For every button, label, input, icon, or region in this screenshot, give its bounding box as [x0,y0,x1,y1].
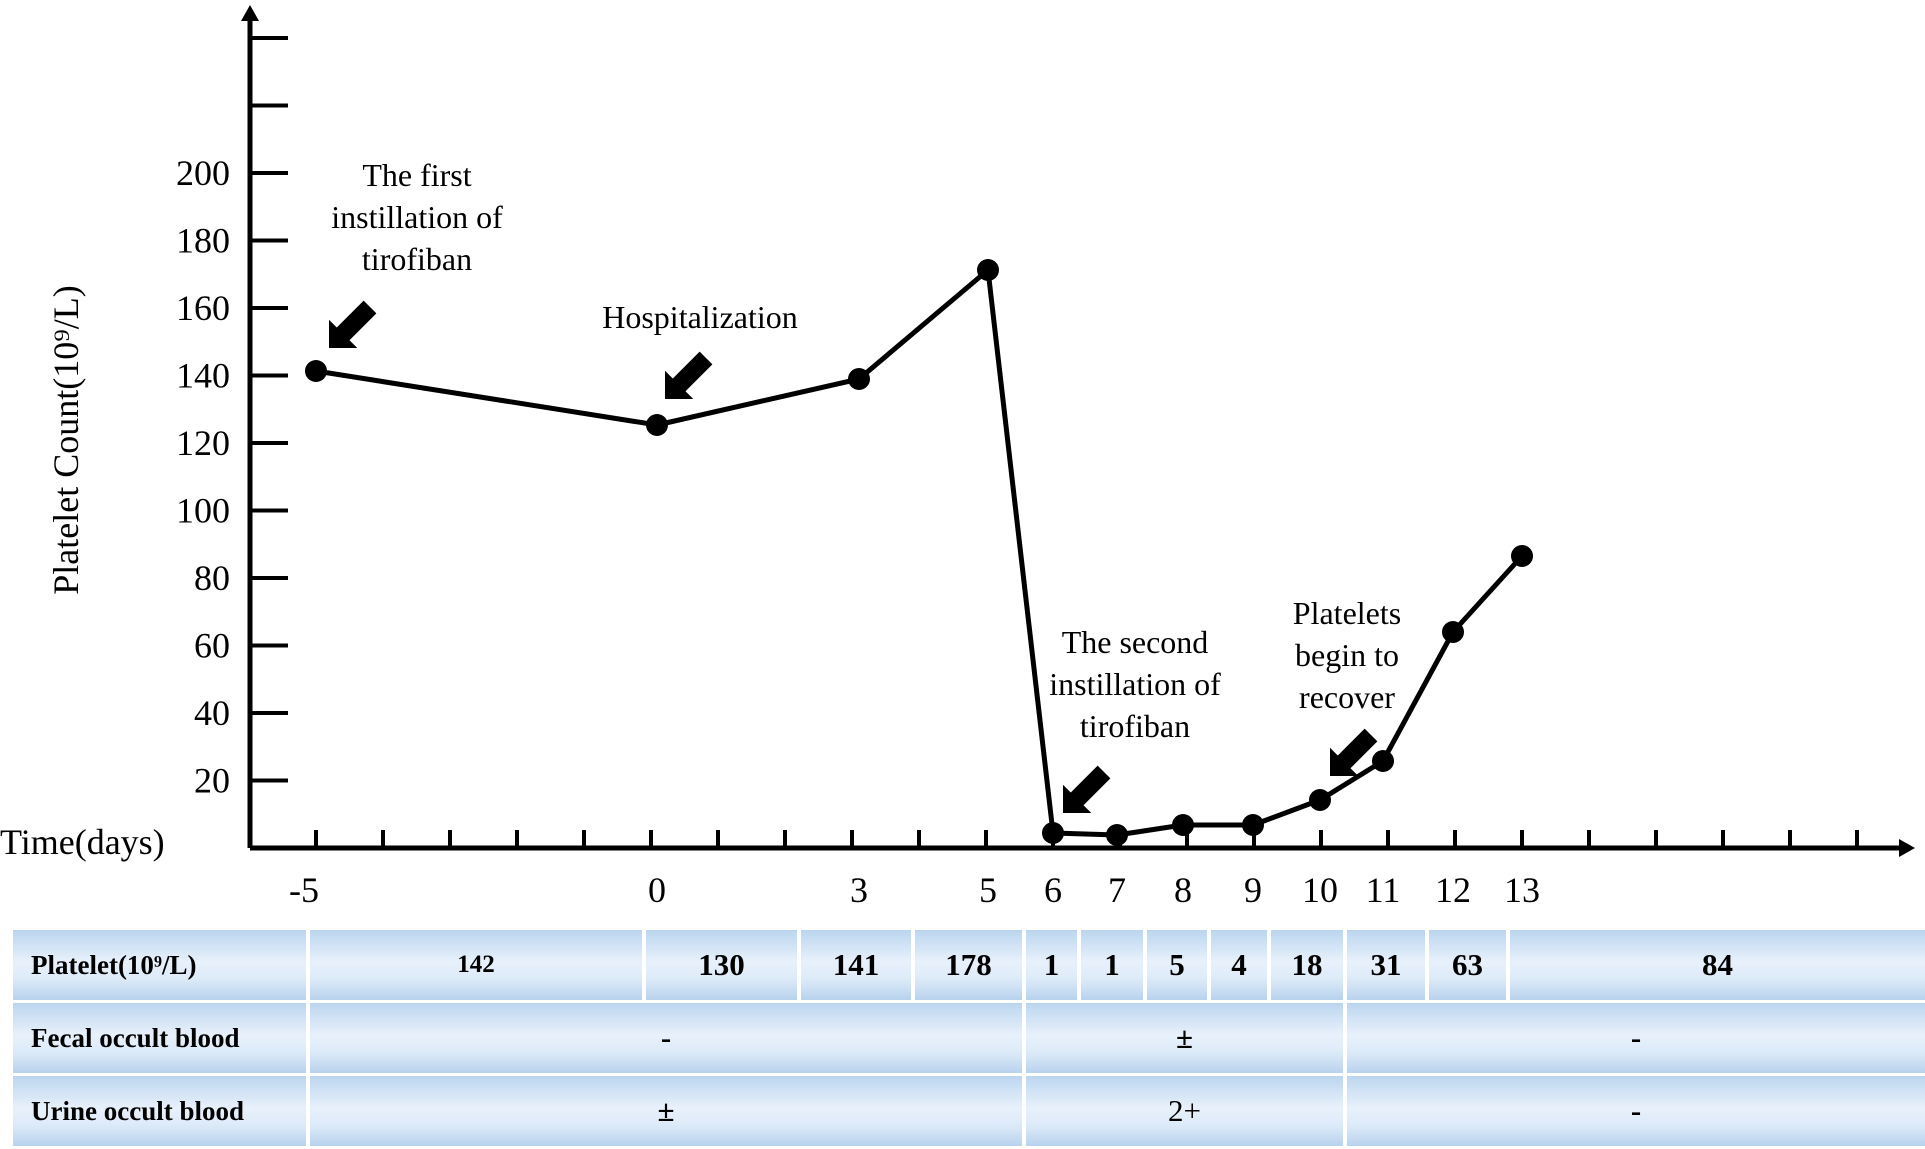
data-point [305,360,327,382]
table-cell: 142 [306,927,646,1003]
table-row: Fecal occult blood - ± - [9,1000,1925,1076]
y-tick-label: 40 [194,693,230,733]
y-tick-label: 200 [176,153,230,193]
annotation-text: The first instillation of tirofiban [331,157,503,277]
data-point [1442,621,1464,643]
x-tick-label: 7 [1108,870,1126,910]
x-tick-label: 9 [1244,870,1262,910]
table-row: Platelet(10⁹/L) 142 130 141 178 1 1 5 4 … [9,927,1925,1003]
data-point [1172,814,1194,836]
x-axis-arrow [1899,839,1915,857]
data-point [848,368,870,390]
arrow-shape [665,351,713,399]
table-cell: 4 [1207,927,1271,1003]
y-tick-label: 180 [176,221,230,261]
annotation-line: Hospitalization [602,299,798,335]
data-point [646,414,668,436]
annotation-line: begin to [1295,637,1399,673]
table-cell: 1 [1022,927,1081,1003]
annotation-line: instillation of [1049,666,1221,702]
y-tick-label: 80 [194,558,230,598]
x-tick-label: 0 [648,870,666,910]
table-cell: 31 [1343,927,1429,1003]
table-cell: ± [306,1073,1026,1149]
annotation-text: The second instillation of tirofiban [1049,624,1221,744]
table-row: Urine occult blood ± 2+ - [9,1073,1925,1149]
x-tick-label: -5 [289,870,319,910]
annotation-text: Hospitalization [602,299,798,335]
table-cell: 1 [1077,927,1147,1003]
annotation-arrow [1063,765,1111,813]
arrow-shape [329,300,377,348]
platelet-chart: 20 40 60 80 100 120 140 160 180 200 -5 0 3 5 6 7 8 9 10 11… [0,5,1915,910]
x-tick-label: 6 [1044,870,1062,910]
data-point [1372,750,1394,772]
table-cell: - [1343,1073,1925,1149]
x-tick-label: 13 [1504,870,1540,910]
table-cell: 178 [911,927,1026,1003]
annotation-arrow [665,351,713,399]
x-tick-label: 3 [850,870,868,910]
annotation-line: instillation of [331,199,503,235]
annotation-arrow [1330,728,1378,776]
y-axis-ticks: 20 40 60 80 100 120 140 160 180 200 [176,36,288,801]
table-cell: 18 [1267,927,1347,1003]
arrow-shape [1063,765,1111,813]
table-cell: - [306,1000,1026,1076]
table-cell: ± [1022,1000,1347,1076]
y-axis-label: Platelet Count(10⁹/L) [46,285,86,595]
annotation-line: tirofiban [362,241,472,277]
series-path [315,267,1524,838]
chart-axes [241,5,1915,857]
annotation-text: Platelets begin to recover [1293,595,1401,715]
data-table: Platelet(10⁹/L) 142 130 141 178 1 1 5 4 … [9,927,1925,1149]
annotations: The first instillation of tirofiban Hospita… [329,157,1401,813]
arrow-shape [1330,728,1378,776]
annotation-line: tirofiban [1080,708,1190,744]
annotation-line: Platelets [1293,595,1401,631]
x-axis-label: Time(days) [0,822,165,862]
annotation-line: The second [1062,624,1209,660]
table-cell: 2+ [1022,1073,1347,1149]
y-axis-arrow [241,5,259,21]
x-axis-ticks: -5 0 3 5 6 7 8 9 10 11 12 13 [289,830,1859,910]
x-tick-label: 5 [979,870,997,910]
y-tick-label: 140 [176,356,230,396]
y-tick-label: 100 [176,491,230,531]
x-tick-label: 11 [1366,870,1401,910]
table-cell: 141 [797,927,915,1003]
data-point [1042,822,1064,844]
y-tick-label: 120 [176,423,230,463]
x-tick-label: 10 [1302,870,1338,910]
data-point [1242,814,1264,836]
data-point [1106,824,1128,846]
y-tick-label: 160 [176,288,230,328]
data-point [1309,789,1331,811]
table-cell: 5 [1143,927,1211,1003]
row-header: Platelet(10⁹/L) [9,927,310,1003]
data-point [977,259,999,281]
x-tick-label: 12 [1435,870,1471,910]
x-tick-label: 8 [1174,870,1192,910]
y-tick-label: 60 [194,626,230,666]
row-header: Fecal occult blood [9,1000,310,1076]
annotation-line: recover [1299,679,1395,715]
row-header: Urine occult blood [9,1073,310,1149]
y-tick-label: 20 [194,761,230,801]
table-cell: 63 [1425,927,1510,1003]
table-cell: 130 [642,927,801,1003]
table-cell: 84 [1506,927,1925,1003]
series-line [305,259,1533,846]
annotation-line: The first [362,157,471,193]
data-point [1511,545,1533,567]
table-cell: - [1343,1000,1925,1076]
annotation-arrow [329,300,377,348]
